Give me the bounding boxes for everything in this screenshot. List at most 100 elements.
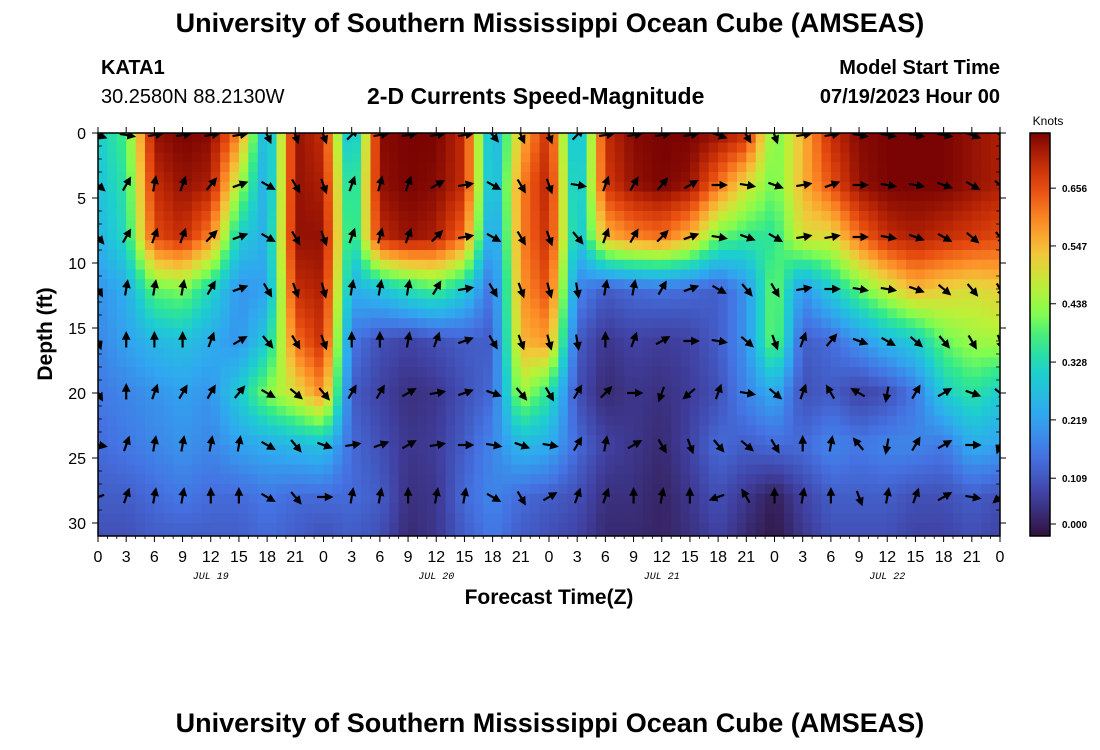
- heatmap-cell: [990, 318, 1000, 329]
- heatmap-cell: [107, 435, 118, 446]
- heatmap-cell: [774, 376, 785, 388]
- heatmap-cell: [389, 523, 400, 534]
- heatmap-cell: [906, 220, 917, 232]
- heatmap-cell: [229, 211, 240, 222]
- heatmap-cell: [605, 347, 616, 358]
- heatmap-cell: [924, 503, 935, 514]
- heatmap-cell: [549, 298, 559, 310]
- heatmap-cell: [323, 220, 334, 232]
- heatmap-cell: [135, 259, 146, 271]
- heatmap-cell: [417, 279, 428, 290]
- heatmap-cell: [868, 220, 879, 232]
- heatmap-cell: [342, 269, 353, 280]
- heatmap-cell: [464, 240, 475, 251]
- heatmap-cell: [840, 484, 851, 495]
- heatmap-cell: [934, 435, 945, 446]
- heatmap-cell: [746, 484, 757, 495]
- x-tick-label: 12: [427, 549, 445, 566]
- heatmap-cell: [342, 172, 353, 183]
- heatmap-cell: [821, 142, 832, 154]
- heatmap-cell: [126, 386, 137, 397]
- heatmap-cell: [483, 279, 494, 290]
- heatmap-cell: [473, 503, 484, 514]
- heatmap-cell: [530, 181, 541, 193]
- heatmap-cell: [323, 250, 334, 261]
- heatmap-cell: [323, 308, 334, 319]
- heatmap-cell: [981, 230, 992, 241]
- current-arrow: [347, 279, 357, 296]
- heatmap-cell: [295, 347, 306, 358]
- heatmap-cell: [502, 298, 513, 310]
- heatmap-cell: [586, 162, 597, 173]
- heatmap-cell: [229, 435, 240, 446]
- heatmap-cell: [323, 201, 334, 212]
- heatmap-cell: [238, 415, 249, 427]
- heatmap-cell: [408, 493, 419, 505]
- heatmap-cell: [257, 532, 268, 536]
- heatmap-cell: [426, 435, 437, 446]
- heatmap-cell: [614, 259, 625, 271]
- heatmap-cell: [595, 484, 606, 495]
- heatmap-cell: [595, 181, 606, 193]
- heatmap-cell: [624, 503, 635, 514]
- heatmap-cell: [417, 513, 428, 524]
- current-arrow: [598, 133, 616, 140]
- heatmap-cell: [840, 445, 851, 456]
- heatmap-cell: [502, 289, 513, 300]
- heatmap-cell: [173, 474, 184, 485]
- heatmap-cell: [116, 318, 127, 329]
- heatmap-cell: [436, 415, 447, 427]
- heatmap-cell: [793, 406, 804, 417]
- heatmap-cell: [680, 220, 691, 232]
- heatmap-cell: [323, 532, 334, 536]
- heatmap-cell: [755, 240, 766, 251]
- current-arrow: [937, 492, 953, 502]
- heatmap-cell: [718, 474, 729, 485]
- heatmap-cell: [642, 435, 653, 446]
- heatmap-cell: [577, 376, 588, 388]
- heatmap-cell: [154, 191, 165, 202]
- heatmap-cell: [962, 415, 973, 427]
- heatmap-cell: [389, 513, 400, 524]
- heatmap-cell: [539, 337, 550, 349]
- heatmap-cell: [276, 152, 287, 163]
- heatmap-cell: [896, 152, 907, 163]
- heatmap-cell: [201, 191, 212, 202]
- heatmap-cell: [661, 386, 672, 397]
- heatmap-cell: [238, 484, 249, 495]
- heatmap-cell: [877, 503, 888, 514]
- heatmap-cell: [943, 503, 954, 514]
- current-arrow: [881, 336, 896, 347]
- heatmap-cell: [783, 513, 794, 524]
- heatmap-cell: [830, 337, 841, 349]
- heatmap-cell: [511, 386, 522, 397]
- heatmap-cell: [426, 357, 437, 368]
- heatmap-cell: [671, 162, 682, 173]
- heatmap-cell: [426, 289, 437, 300]
- heatmap-cell: [765, 415, 776, 427]
- heatmap-cell: [765, 298, 776, 310]
- heatmap-cell: [426, 191, 437, 202]
- heatmap-cell: [248, 172, 259, 183]
- heatmap-cell: [107, 376, 118, 388]
- heatmap-cell: [314, 328, 325, 339]
- heatmap-cell: [389, 269, 400, 280]
- current-arrow: [401, 440, 417, 450]
- heatmap-cell: [520, 201, 531, 212]
- heatmap-cell: [511, 308, 522, 319]
- heatmap-cell: [642, 367, 653, 378]
- heatmap-cell: [182, 474, 193, 485]
- heatmap-cell: [718, 318, 729, 329]
- heatmap-cell: [906, 367, 917, 378]
- heatmap-cell: [417, 142, 428, 154]
- heatmap-cell: [351, 367, 362, 378]
- current-arrow: [683, 232, 700, 241]
- heatmap-cell: [163, 454, 174, 466]
- heatmap-cell: [285, 191, 296, 202]
- heatmap-cell: [483, 250, 494, 261]
- heatmap-cell: [558, 308, 569, 319]
- heatmap-cell: [276, 357, 287, 368]
- heatmap-cell: [934, 367, 945, 378]
- heatmap-cell: [520, 269, 531, 280]
- heatmap-cell: [765, 172, 776, 183]
